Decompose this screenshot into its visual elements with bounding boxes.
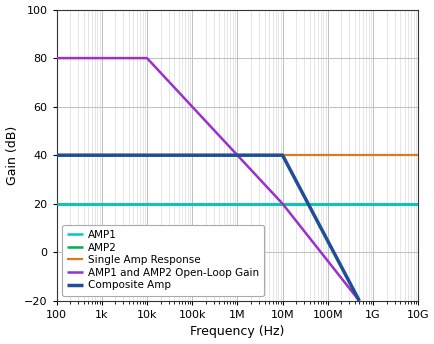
AMP1 and AMP2 Open-Loop Gain xyxy=(279,202,285,206)
Line: Composite Amp: Composite Amp xyxy=(56,155,358,301)
AMP1 and AMP2 Open-Loop Gain xyxy=(144,56,149,60)
X-axis label: Frequency (Hz): Frequency (Hz) xyxy=(190,325,284,338)
Legend: AMP1, AMP2, Single Amp Response, AMP1 and AMP2 Open-Loop Gain, Composite Amp: AMP1, AMP2, Single Amp Response, AMP1 an… xyxy=(62,225,263,295)
Composite Amp xyxy=(356,299,361,303)
Composite Amp xyxy=(279,153,285,157)
Line: AMP1 and AMP2 Open-Loop Gain: AMP1 and AMP2 Open-Loop Gain xyxy=(56,58,358,301)
Composite Amp xyxy=(54,153,59,157)
Y-axis label: Gain (dB): Gain (dB) xyxy=(6,126,19,185)
AMP1 and AMP2 Open-Loop Gain xyxy=(54,56,59,60)
AMP1 and AMP2 Open-Loop Gain xyxy=(356,299,361,303)
